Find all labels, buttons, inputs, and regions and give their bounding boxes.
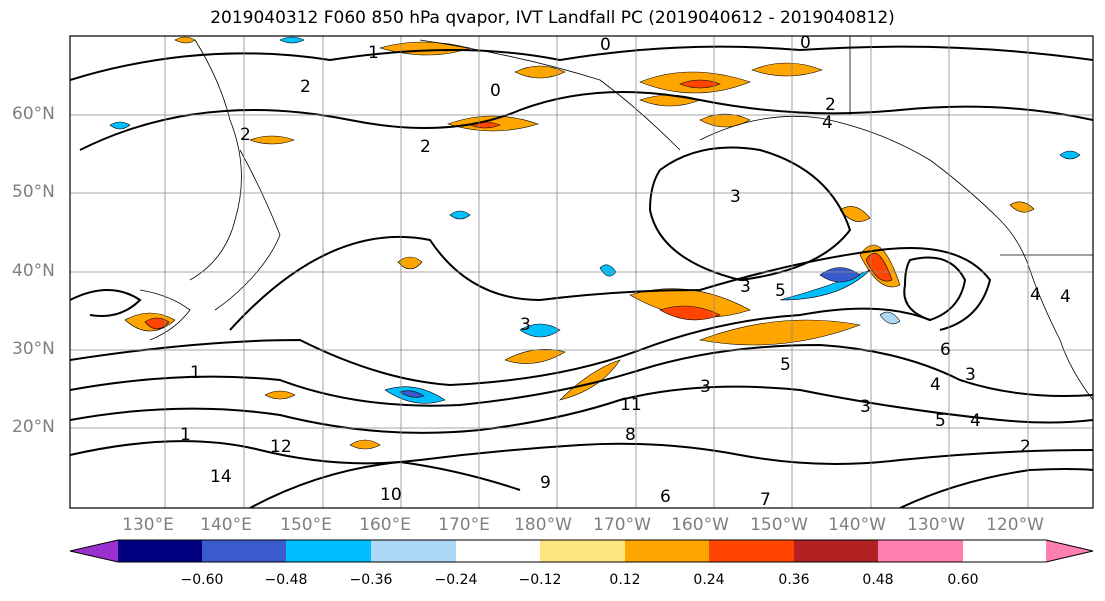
colorbar-box xyxy=(794,540,878,562)
contour-label: 4 xyxy=(1060,287,1071,307)
contour-label: 6 xyxy=(660,487,671,507)
contour-label: 11 xyxy=(620,395,642,415)
lat-label-40n: 40°N xyxy=(12,261,55,281)
colorbar-tick: 0.60 xyxy=(947,572,979,588)
contour-label: 4 xyxy=(930,375,941,395)
lat-label-30n: 30°N xyxy=(12,339,55,359)
colorbar-outline xyxy=(69,539,1094,563)
colorbar-box xyxy=(286,540,371,562)
contour-label: 3 xyxy=(520,315,531,335)
colorbar-tick: −0.12 xyxy=(518,572,562,588)
map-title: 2019040312 F060 850 hPa qvapor, IVT Land… xyxy=(210,8,895,28)
lon-label-150e: 150°E xyxy=(280,515,332,535)
contour-label: 5 xyxy=(935,411,946,431)
coastlines xyxy=(139,36,1093,401)
contour-label: 12 xyxy=(270,437,292,457)
contour-label: 3 xyxy=(700,377,711,397)
contour-label: 1 xyxy=(180,425,191,445)
colorbar-tick: 0.48 xyxy=(862,572,894,588)
lon-label-170w: 170°W xyxy=(593,515,651,535)
contour-label: 6 xyxy=(940,340,951,360)
contour-label: 3 xyxy=(965,365,976,385)
colorbar-tick: 0.12 xyxy=(609,572,641,588)
contour-label: 3 xyxy=(740,277,751,297)
lon-label-140e: 140°E xyxy=(200,515,252,535)
lon-label-150w: 150°W xyxy=(750,515,808,535)
contour-label: 2 xyxy=(300,77,311,97)
contour-label: 2 xyxy=(825,95,836,115)
lat-label-20n: 20°N xyxy=(12,417,55,437)
colorbar-tick: −0.60 xyxy=(180,572,224,588)
contour-label: 0 xyxy=(800,33,811,53)
colorbar-extend-high xyxy=(1046,540,1093,562)
lat-label-60n: 60°N xyxy=(12,104,55,124)
lon-label-140w: 140°W xyxy=(828,515,886,535)
contour-label: 5 xyxy=(780,355,791,375)
contour-label: 14 xyxy=(210,467,232,487)
lon-label-180w: 180°W xyxy=(514,515,572,535)
colorbar-box xyxy=(202,540,286,562)
contour-label: 4 xyxy=(970,411,981,431)
colorbar-extend-low xyxy=(70,540,118,562)
colorbar-box xyxy=(371,540,456,562)
contour-label: 3 xyxy=(860,397,871,417)
contour-label: 7 xyxy=(760,490,771,510)
colorbar-tick: −0.24 xyxy=(434,572,478,588)
lon-label-170e: 170°E xyxy=(438,515,490,535)
lon-label-160e: 160°E xyxy=(359,515,411,535)
lon-label-130e: 130°E xyxy=(122,515,174,535)
contour-label: 1 xyxy=(368,43,379,63)
colorbar-box xyxy=(625,540,709,562)
colorbar xyxy=(69,539,1094,563)
contour-label: 5 xyxy=(775,281,786,301)
lon-label-120w: 120°W xyxy=(986,515,1044,535)
contour-label: 0 xyxy=(490,81,501,101)
contour-label: 2 xyxy=(420,137,431,157)
lon-label-160w: 160°W xyxy=(671,515,729,535)
colorbar-box xyxy=(709,540,794,562)
positive-shading xyxy=(124,36,1035,450)
contour-label: 8 xyxy=(625,425,636,445)
plot-border xyxy=(69,35,1094,509)
colorbar-box xyxy=(456,540,540,562)
colorbar-tick: 0.24 xyxy=(693,572,725,588)
contour-label: 2 xyxy=(240,125,251,145)
contour-label: 2 xyxy=(1020,437,1031,457)
contour-label: 1 xyxy=(190,363,201,383)
colorbar-tick: 0.36 xyxy=(778,572,810,588)
colorbar-tick: −0.36 xyxy=(349,572,393,588)
colorbar-box xyxy=(540,540,625,562)
lon-label-130w: 130°W xyxy=(907,515,965,535)
graticule xyxy=(70,36,1093,508)
contour-label: 4 xyxy=(1030,285,1041,305)
contour-label: 3 xyxy=(730,187,741,207)
contour-label: 4 xyxy=(822,113,833,133)
colorbar-box xyxy=(878,540,963,562)
contour-label: 10 xyxy=(380,485,402,505)
colorbar-tick: −0.48 xyxy=(264,572,308,588)
lat-label-50n: 50°N xyxy=(12,182,55,202)
contour-label: 9 xyxy=(540,473,551,493)
contour-label: 0 xyxy=(600,35,611,55)
colorbar-box xyxy=(118,540,202,562)
negative-shading xyxy=(109,36,1081,404)
